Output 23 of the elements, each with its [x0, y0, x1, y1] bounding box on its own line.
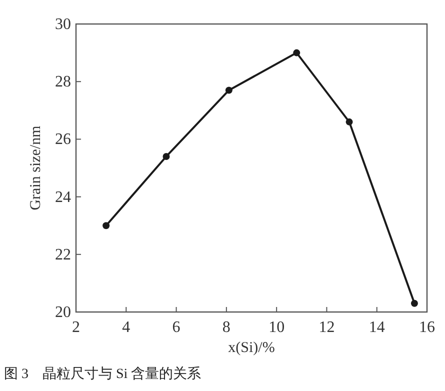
point	[102, 222, 110, 230]
x-tick-label: 10	[268, 319, 285, 336]
x-tick-label: 2	[72, 319, 80, 336]
y-tick-label: 20	[55, 304, 71, 321]
caption: 图 3 晶粒尺寸与 Si 含量的关系	[4, 366, 202, 382]
point	[410, 300, 418, 307]
x-tick-label: 14	[368, 319, 385, 336]
point	[293, 49, 300, 56]
x-tick-label: 12	[318, 319, 335, 336]
y-tick-label: 30	[55, 16, 71, 33]
x-tick-label: 6	[172, 319, 180, 336]
point	[162, 152, 170, 160]
y-tick-label: 24	[55, 188, 71, 206]
x-axis-title: x(Si)/%	[228, 340, 275, 356]
x-tick-label: 16	[419, 319, 435, 336]
y-tick-label: 26	[55, 131, 71, 148]
point	[346, 118, 353, 126]
y-axis-title: Grain size/nm	[28, 125, 44, 210]
point	[225, 86, 232, 94]
y-tick-label: 22	[55, 246, 71, 264]
x-tick-label: 8	[222, 319, 230, 336]
y-tick-label: 28	[55, 74, 71, 91]
x-tick-label: 4	[122, 319, 130, 336]
